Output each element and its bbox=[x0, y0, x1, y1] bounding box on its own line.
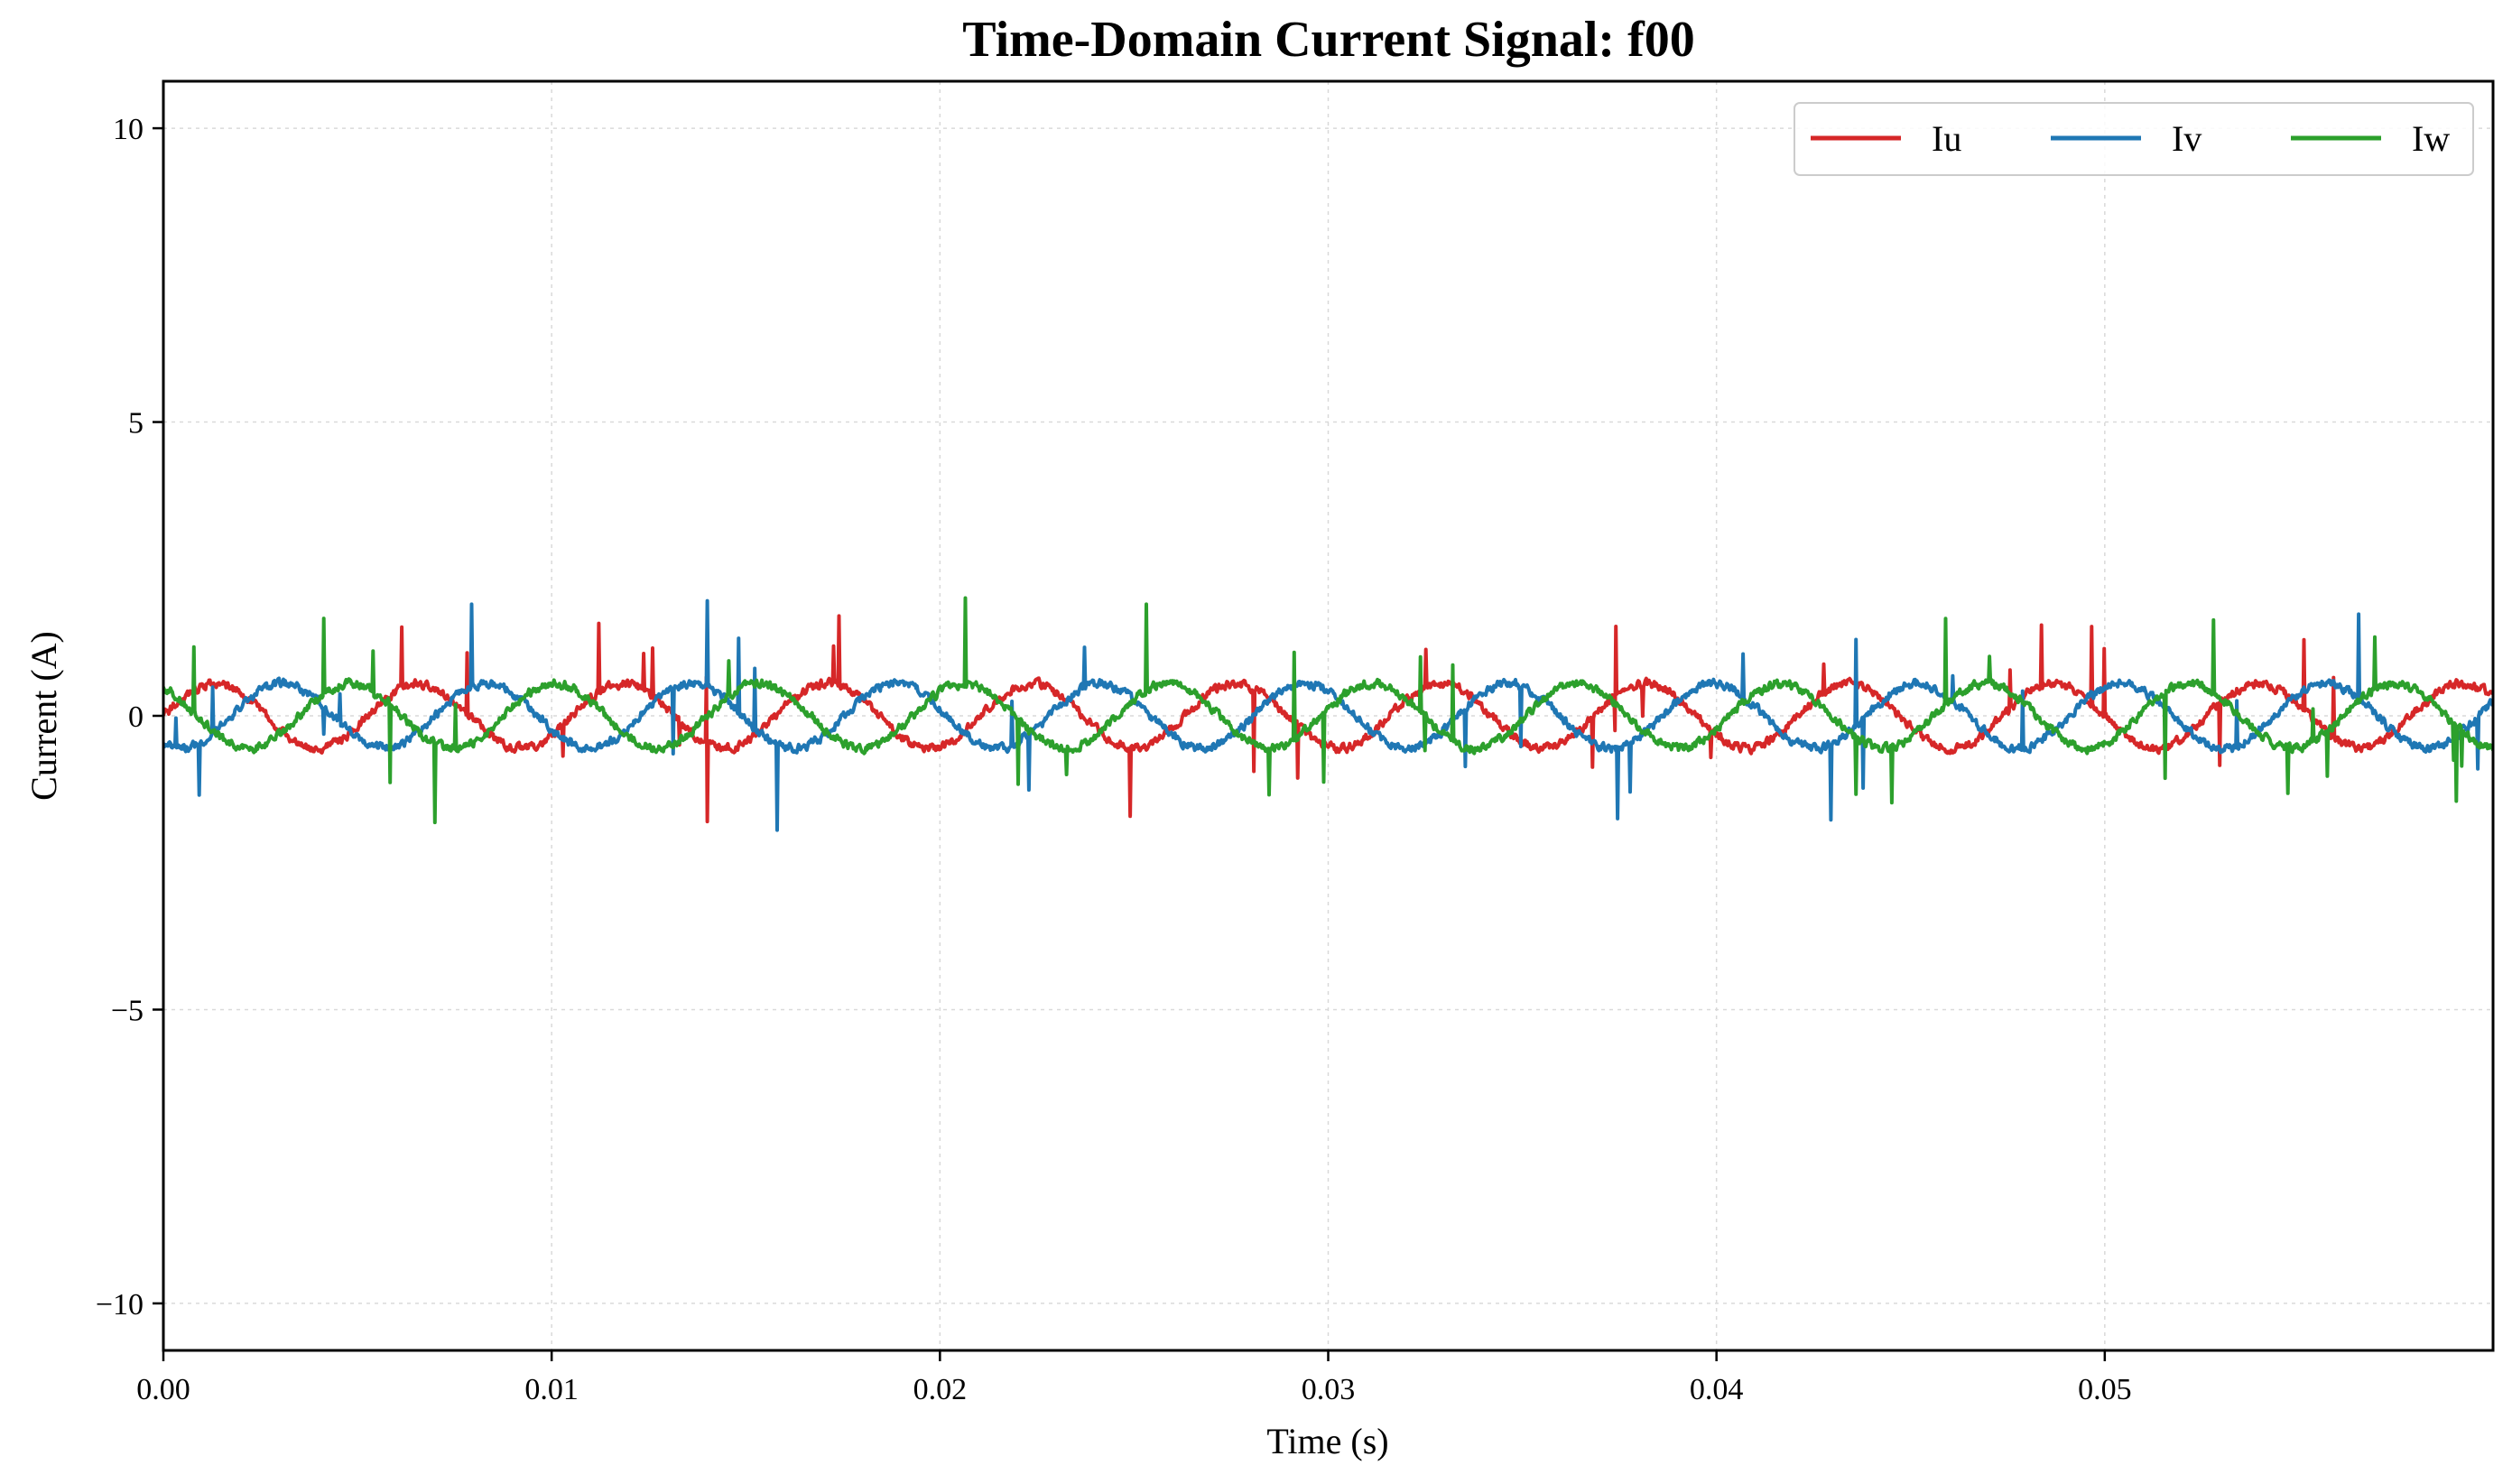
chart-title: Time-Domain Current Signal: f00 bbox=[962, 12, 1694, 68]
y-tick-label: 10 bbox=[113, 113, 144, 146]
legend: Iu Iv Iw bbox=[1794, 102, 2474, 176]
y-axis-label: Current (A) bbox=[23, 631, 64, 801]
x-tick-label: 0.00 bbox=[136, 1373, 190, 1406]
legend-label-iw: Iw bbox=[2412, 118, 2450, 159]
x-axis-label: Time (s) bbox=[1266, 1421, 1388, 1461]
x-tick-label: 0.05 bbox=[2078, 1373, 2132, 1406]
x-tick-label: 0.02 bbox=[913, 1373, 968, 1406]
series-line-iw bbox=[163, 596, 2493, 825]
series-lines bbox=[163, 596, 2493, 832]
legend-label-iu: Iu bbox=[1932, 118, 1961, 159]
series-line-iu bbox=[163, 614, 2493, 824]
x-tick-label: 0.01 bbox=[524, 1373, 579, 1406]
y-axis-ticks: 10 5 0 −5 −10 bbox=[96, 113, 163, 1322]
y-tick-label: −10 bbox=[96, 1288, 144, 1322]
y-tick-label: 0 bbox=[128, 700, 144, 734]
y-tick-label: −5 bbox=[111, 994, 144, 1027]
x-tick-label: 0.03 bbox=[1302, 1373, 1356, 1406]
y-tick-label: 5 bbox=[128, 407, 144, 441]
series-line-iv bbox=[163, 598, 2493, 832]
x-tick-label: 0.04 bbox=[1690, 1373, 1744, 1406]
x-axis-ticks: 0.00 0.01 0.02 0.03 0.04 0.05 bbox=[136, 1350, 2132, 1406]
legend-label-iv: Iv bbox=[2172, 118, 2201, 159]
